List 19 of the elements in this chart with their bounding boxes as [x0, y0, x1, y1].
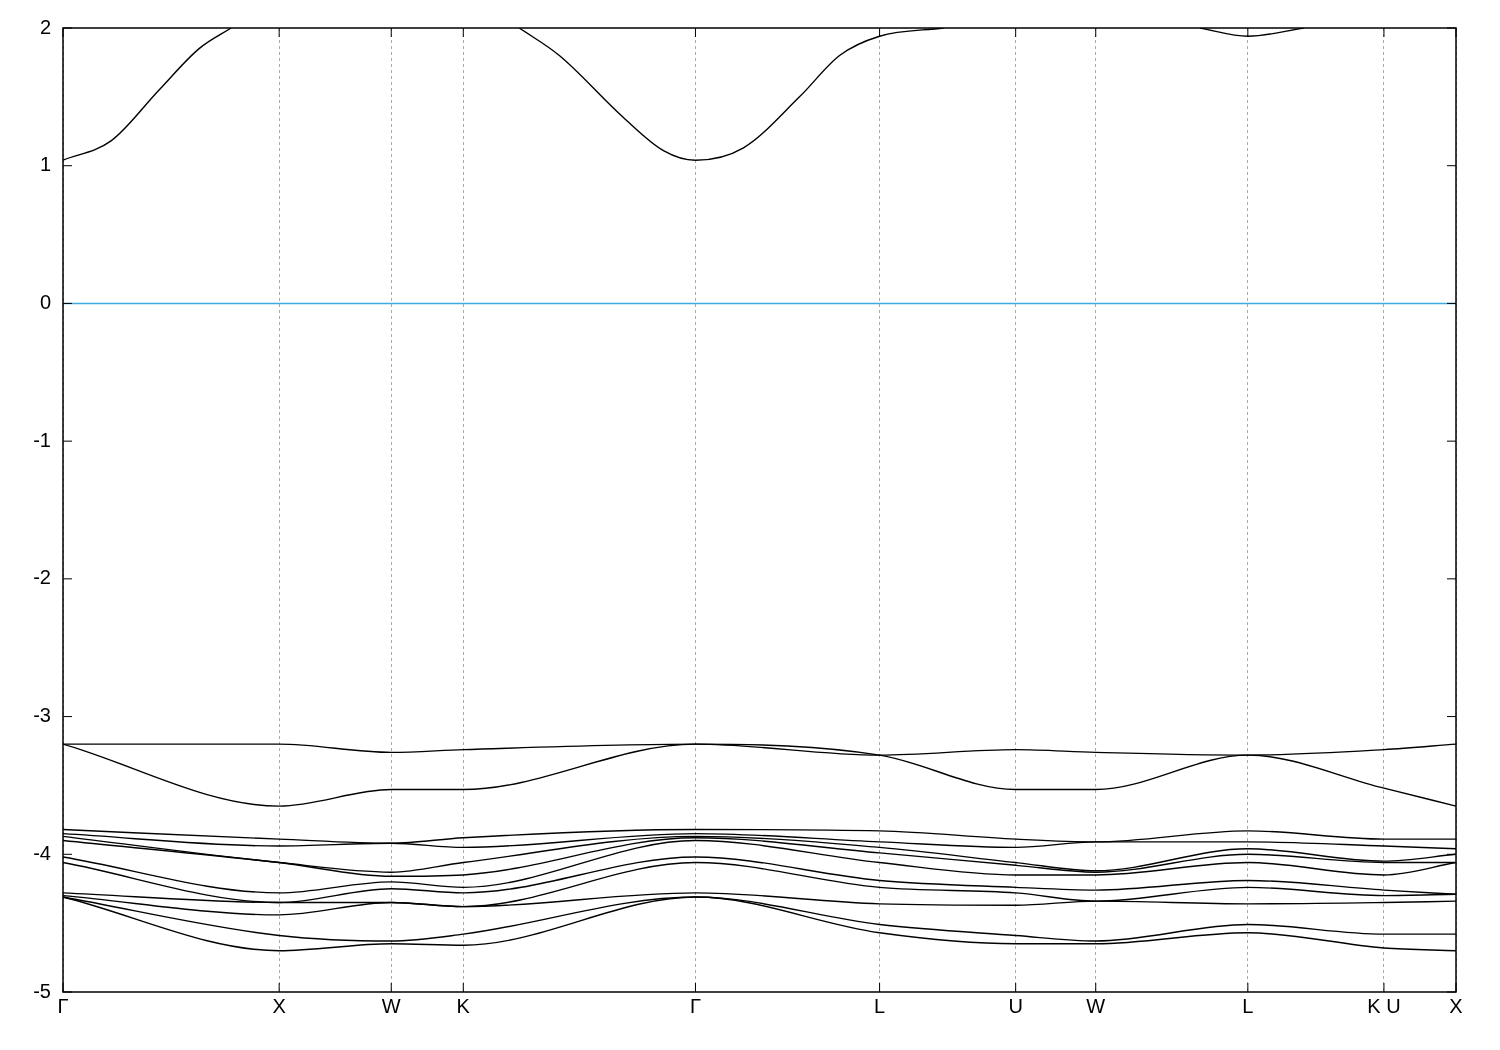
x-tick-label: L: [1242, 994, 1254, 1017]
y-tick-label: -5: [33, 979, 51, 1002]
y-tick-label: 2: [39, 15, 51, 38]
y-tick-label: -2: [33, 566, 51, 589]
x-tick-label: X: [1449, 994, 1463, 1017]
y-tick-label: 0: [39, 290, 51, 313]
x-tick-label: K U: [1367, 994, 1401, 1017]
y-tick-label: -3: [33, 704, 51, 727]
x-tick-label: W: [381, 994, 401, 1017]
y-tick-label: 1: [39, 153, 51, 176]
x-tick-label: W: [1086, 994, 1106, 1017]
x-tick-label: U: [1008, 994, 1023, 1017]
x-tick-label: K: [456, 994, 471, 1017]
x-tick-label: Γ: [57, 994, 69, 1017]
x-tick-label: X: [272, 994, 286, 1017]
y-tick-label: -1: [33, 428, 51, 451]
x-tick-label: L: [874, 994, 886, 1017]
x-tick-label: Γ: [689, 994, 701, 1017]
y-tick-label: -4: [33, 841, 51, 864]
